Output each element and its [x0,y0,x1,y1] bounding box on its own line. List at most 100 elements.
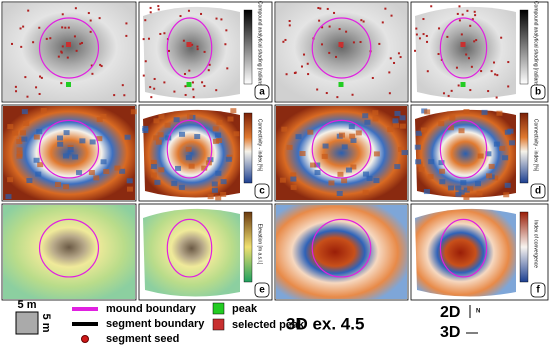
map-cell [439,168,446,174]
mound-boundary [38,218,100,278]
panel-letter-box [254,183,270,199]
segment-seed [39,75,42,78]
segment-seed [61,26,64,29]
segment-seed [142,74,145,77]
map-cell [393,122,400,128]
map-cell [67,146,74,152]
segment-seed [15,90,18,93]
panel-letter: f [536,285,540,296]
map-cell [150,164,157,170]
north-label: N [476,309,480,315]
colorbar-label: Index of convergence [533,220,539,268]
segment-seed [20,45,23,48]
segment-seed [38,26,41,29]
map-cell [96,136,103,142]
segment-seed [153,87,156,90]
panel-letter: d [535,186,541,197]
map-cell [26,178,33,184]
map-cell [322,143,329,149]
segment-seed [507,61,510,64]
segment-seed [196,45,199,48]
segment-seed [61,45,64,48]
map-cell [37,162,44,168]
map-3d [415,6,516,99]
map-cell [438,160,445,166]
map-cell [415,130,422,136]
map-cell [100,113,107,119]
segment-seed [494,73,497,76]
peak [338,82,344,87]
mound-boundary [439,218,488,278]
map-cell [155,139,162,145]
map-cell [488,163,495,169]
segment-seed [415,33,418,36]
segment-seed [61,13,64,16]
segment-seed [14,85,17,88]
map-cell [503,192,510,198]
map-cell [186,113,193,119]
map-cell [21,136,28,142]
segment-seed [123,94,126,97]
segment-seed [144,60,147,63]
map-cell [119,168,126,174]
map-cell [207,194,214,200]
map-cell [12,130,19,136]
segment-seed [317,6,320,9]
segment-seed [163,81,166,84]
map-cell [126,178,133,184]
map-cell [286,144,293,150]
map-cell [504,129,511,135]
map-cell [201,165,208,171]
map-cell [215,195,222,201]
segment-seed [121,84,124,87]
map-cell [63,184,70,190]
map-cell [486,173,493,179]
segment-seed [352,41,355,44]
map-3d [415,208,516,297]
map-cell [398,146,405,152]
map-cell [458,128,465,134]
panel-letter: c [259,186,265,197]
segment-seed [215,17,218,20]
segment-seed [390,14,393,17]
segment-seed [473,10,476,13]
segment-seed [456,12,459,15]
segment-seed [188,69,191,72]
mound-boundary [38,119,100,179]
map-cell [477,153,484,159]
map-cell [362,189,369,195]
map-cell [290,184,297,190]
segment-seed [90,64,93,67]
panel-letter-box [254,282,270,298]
map-cell [114,165,121,171]
segment-seed [125,34,128,37]
map-cell [476,190,483,196]
segment-seed [389,57,392,60]
map-cell [348,124,355,130]
map-cell [56,135,63,141]
segment-seed [163,32,166,35]
segment-seed [144,19,147,22]
map-cell [154,179,161,185]
map-cell [153,135,160,141]
segment-seed [192,88,195,91]
segment-seed [473,40,476,43]
segment-seed [125,22,128,25]
segment-seed [150,96,153,99]
segment-seed [288,20,291,23]
segment-seed [388,71,391,74]
segment-seed [184,93,187,96]
map-cell [36,129,43,135]
map-cell [124,134,131,140]
peak [186,82,192,87]
map-cell [341,144,348,150]
segment-seed [38,92,41,95]
selected-peak [460,42,466,47]
map-cell [216,119,223,125]
segment-seed [335,55,338,58]
map-cell [455,191,462,197]
map-cell [103,168,110,174]
legend-label: peak [232,303,258,315]
segment-seed [438,27,441,30]
map-cell [233,131,240,137]
